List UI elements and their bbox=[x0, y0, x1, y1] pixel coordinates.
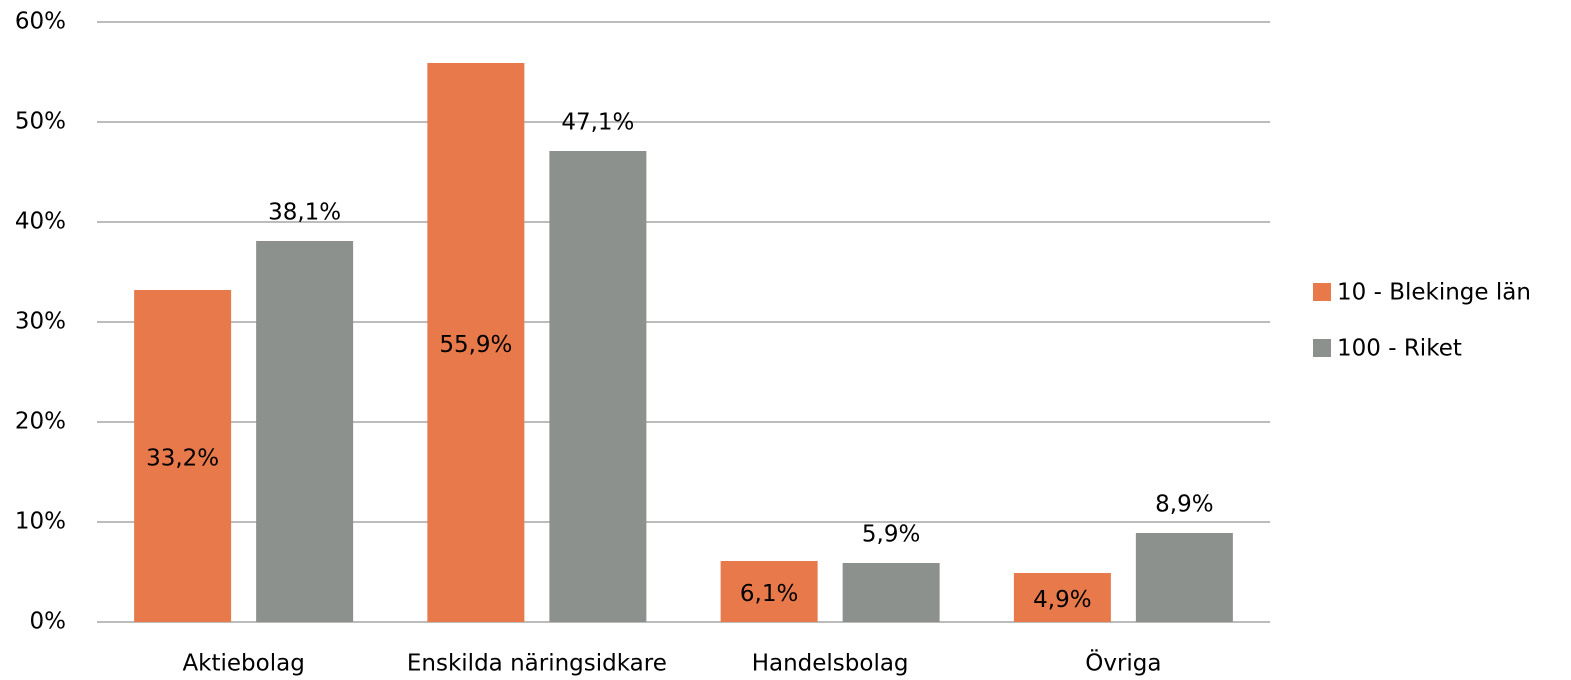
y-tick-label: 20% bbox=[15, 409, 66, 435]
x-tick-label: Handelsbolag bbox=[752, 651, 909, 677]
y-tick-label: 50% bbox=[15, 109, 66, 135]
bar bbox=[134, 290, 232, 622]
bar bbox=[720, 561, 818, 622]
bar bbox=[1013, 573, 1111, 622]
data-label: 5,9% bbox=[862, 522, 920, 548]
x-tick-label: Aktiebolag bbox=[182, 651, 304, 677]
data-label: 47,1% bbox=[561, 110, 634, 136]
data-label: 55,9% bbox=[439, 332, 512, 358]
y-tick-label: 10% bbox=[15, 509, 66, 535]
x-tick-label: Övriga bbox=[1085, 649, 1161, 677]
legend-swatch bbox=[1313, 283, 1331, 301]
data-label: 4,9% bbox=[1033, 587, 1091, 613]
data-label: 6,1% bbox=[740, 581, 798, 607]
data-label: 33,2% bbox=[146, 446, 219, 472]
legend-label: 10 - Blekinge län bbox=[1337, 280, 1531, 306]
bar bbox=[256, 241, 354, 622]
bar bbox=[549, 151, 647, 622]
legend-label: 100 - Riket bbox=[1337, 336, 1462, 362]
bar bbox=[842, 563, 940, 622]
y-tick-label: 60% bbox=[15, 9, 66, 35]
data-label: 8,9% bbox=[1155, 492, 1213, 518]
legend-swatch bbox=[1313, 339, 1331, 357]
x-tick-label: Enskilda näringsidkare bbox=[407, 651, 667, 677]
y-tick-label: 40% bbox=[15, 209, 66, 235]
data-label: 38,1% bbox=[268, 200, 341, 226]
y-tick-label: 0% bbox=[30, 609, 67, 635]
bar bbox=[1135, 533, 1233, 622]
bar bbox=[427, 63, 525, 622]
y-tick-label: 30% bbox=[15, 309, 66, 335]
